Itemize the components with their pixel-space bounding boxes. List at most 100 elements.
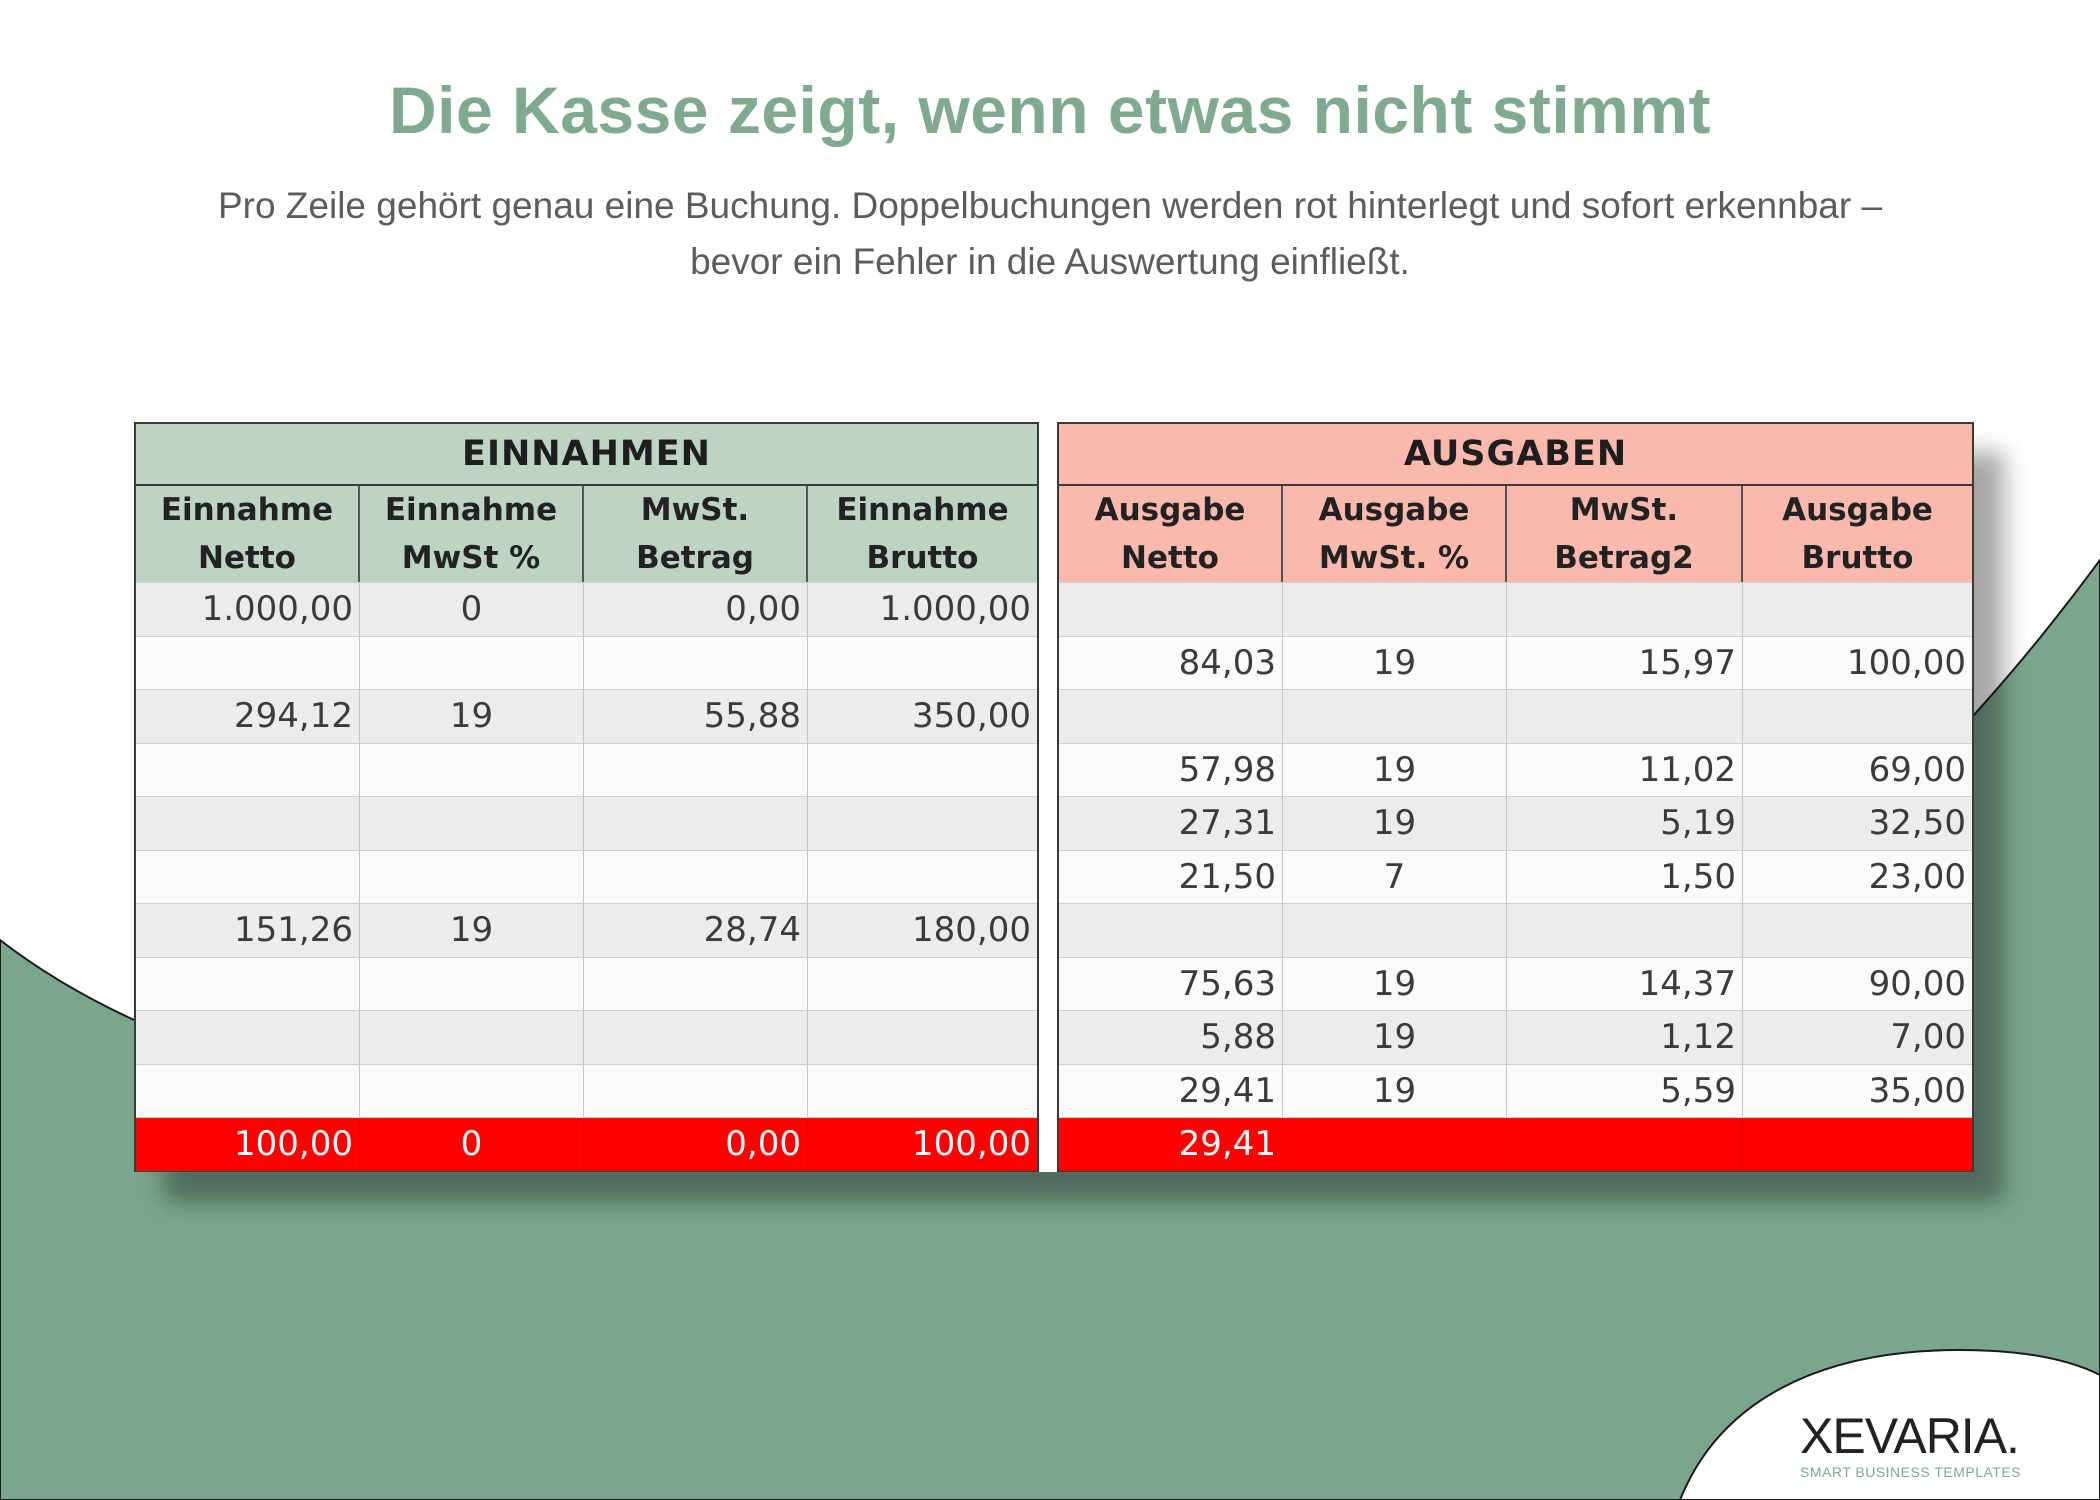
table-cell[interactable]: 0,00 <box>584 1118 808 1171</box>
table-cell[interactable]: 19 <box>1283 1064 1507 1117</box>
table-cell[interactable]: 19 <box>1283 797 1507 850</box>
table-cell[interactable]: 180,00 <box>912 910 1031 950</box>
table-cell[interactable]: 75,63 <box>1059 957 1283 1010</box>
table-cell[interactable] <box>360 743 584 796</box>
table-cell[interactable] <box>136 636 360 689</box>
table-cell[interactable]: 151,26 <box>136 904 360 957</box>
table-cell[interactable] <box>1283 690 1507 743</box>
table-cell[interactable]: 11,02 <box>1507 743 1743 796</box>
table-cell[interactable] <box>808 637 1037 690</box>
table-cell[interactable] <box>1507 690 1743 743</box>
table-cell[interactable] <box>584 797 808 850</box>
table-cell[interactable] <box>1507 583 1743 636</box>
table-cell[interactable] <box>360 850 584 903</box>
table-cell[interactable] <box>1283 1118 1507 1171</box>
table-cell[interactable]: 7,00 <box>1890 1017 1966 1057</box>
table-cell[interactable] <box>808 958 1037 1011</box>
table-cell[interactable] <box>1507 1118 1743 1171</box>
table-cell[interactable]: 1.000,00 <box>879 589 1031 629</box>
table-cell[interactable]: 32,50 <box>1868 803 1966 843</box>
table-cell[interactable]: 29,41 <box>1059 1064 1283 1117</box>
table-cell[interactable]: 19 <box>1283 957 1507 1010</box>
table-cell[interactable]: 57,98 <box>1059 743 1283 796</box>
table-cell[interactable] <box>1059 583 1283 636</box>
table-cell[interactable] <box>584 957 808 1010</box>
table-cell[interactable]: 28,74 <box>584 904 808 957</box>
column-header-line: Einnahme <box>384 492 558 528</box>
table-cell[interactable] <box>1743 904 1972 957</box>
table-cell[interactable] <box>584 636 808 689</box>
table-cell[interactable]: 5,59 <box>1507 1064 1743 1117</box>
table-cell[interactable]: 5,88 <box>1059 1011 1283 1064</box>
table-cell[interactable]: 19 <box>360 904 584 957</box>
table-row: 29,41 19 5,59 35,00 <box>1059 1063 1972 1117</box>
table-cell[interactable]: 19 <box>1283 743 1507 796</box>
table-cell[interactable]: 29,41 <box>1059 1118 1283 1171</box>
table-cell[interactable]: 19 <box>1283 636 1507 689</box>
table-cell[interactable] <box>584 850 808 903</box>
table-cell[interactable]: 100,00 <box>136 1118 360 1171</box>
table-cell[interactable] <box>1743 690 1972 743</box>
table-cell[interactable]: 19 <box>1283 1011 1507 1064</box>
table-cell[interactable]: 1.000,00 <box>136 583 360 636</box>
table-cell[interactable] <box>1059 690 1283 743</box>
table-cell[interactable]: 5,19 <box>1507 797 1743 850</box>
table-cell[interactable]: 35,00 <box>1868 1070 1966 1111</box>
table-cell[interactable]: 7 <box>1283 850 1507 903</box>
table-cell[interactable]: 1,12 <box>1507 1011 1743 1064</box>
table-cell[interactable] <box>808 851 1037 904</box>
table-cell[interactable] <box>808 797 1037 850</box>
table-cell[interactable]: 19 <box>360 690 584 743</box>
table-cell[interactable] <box>1507 904 1743 957</box>
table-cell[interactable] <box>360 1064 584 1117</box>
table-cell[interactable] <box>360 636 584 689</box>
table-cell[interactable]: 100,00 <box>912 1124 1031 1164</box>
table-row <box>136 635 1037 690</box>
table-cell[interactable] <box>584 1011 808 1064</box>
table-cell[interactable] <box>136 957 360 1010</box>
table-cell[interactable]: 350,00 <box>912 696 1031 736</box>
table-row <box>136 1010 1037 1064</box>
table-cell[interactable]: 0,00 <box>584 583 808 636</box>
table-cell[interactable] <box>584 743 808 796</box>
table-row: 57,98 19 11,02 69,00 <box>1059 742 1972 796</box>
table-cell[interactable] <box>360 957 584 1010</box>
table-cell[interactable]: 23,00 <box>1868 856 1966 897</box>
table-cell[interactable]: 90,00 <box>1868 963 1966 1004</box>
table-cell[interactable] <box>584 1064 808 1117</box>
table-cell[interactable]: 14,37 <box>1507 957 1743 1010</box>
table-cell[interactable] <box>136 850 360 903</box>
einnahmen-column-header: MwSt. Betrag <box>584 486 808 582</box>
table-cell[interactable]: 294,12 <box>136 690 360 743</box>
table-cell[interactable] <box>1059 904 1283 957</box>
table-cell[interactable]: 15,97 <box>1507 636 1743 689</box>
table-cell[interactable]: 0 <box>360 1118 584 1171</box>
table-cell[interactable] <box>360 1011 584 1064</box>
table-cell[interactable]: 100,00 <box>1847 642 1966 683</box>
table-cell[interactable]: 84,03 <box>1059 636 1283 689</box>
einnahmen-column-headers: Einnahme Netto Einnahme MwSt % MwSt. Betrag Ei… <box>136 486 1037 582</box>
table-row <box>136 956 1037 1011</box>
table-cell[interactable] <box>136 797 360 850</box>
table-cell[interactable] <box>808 1065 1037 1118</box>
table-row: 84,03 19 15,97 100,00 <box>1059 635 1972 689</box>
table-cell[interactable] <box>136 743 360 796</box>
table-row: 1.000,00 0 0,00 1.000,00 <box>136 582 1037 636</box>
table-cell[interactable] <box>1743 1118 1972 1171</box>
table-cell[interactable] <box>1283 904 1507 957</box>
table-cell[interactable] <box>808 1011 1037 1064</box>
table-cell[interactable] <box>136 1064 360 1117</box>
table-cell[interactable] <box>808 744 1037 797</box>
table-cell[interactable]: 27,31 <box>1059 797 1283 850</box>
table-cell[interactable]: 55,88 <box>584 690 808 743</box>
table-cell[interactable]: 69,00 <box>1868 749 1966 790</box>
column-header-line: MwSt. <box>640 492 750 528</box>
table-cell[interactable] <box>360 797 584 850</box>
table-cell[interactable] <box>1283 583 1507 636</box>
table-cell[interactable] <box>1743 583 1972 636</box>
table-cell[interactable]: 0 <box>360 583 584 636</box>
table-cell[interactable]: 21,50 <box>1059 850 1283 903</box>
table-cell[interactable]: 1,50 <box>1507 850 1743 903</box>
table-row <box>136 742 1037 797</box>
table-cell[interactable] <box>136 1011 360 1064</box>
